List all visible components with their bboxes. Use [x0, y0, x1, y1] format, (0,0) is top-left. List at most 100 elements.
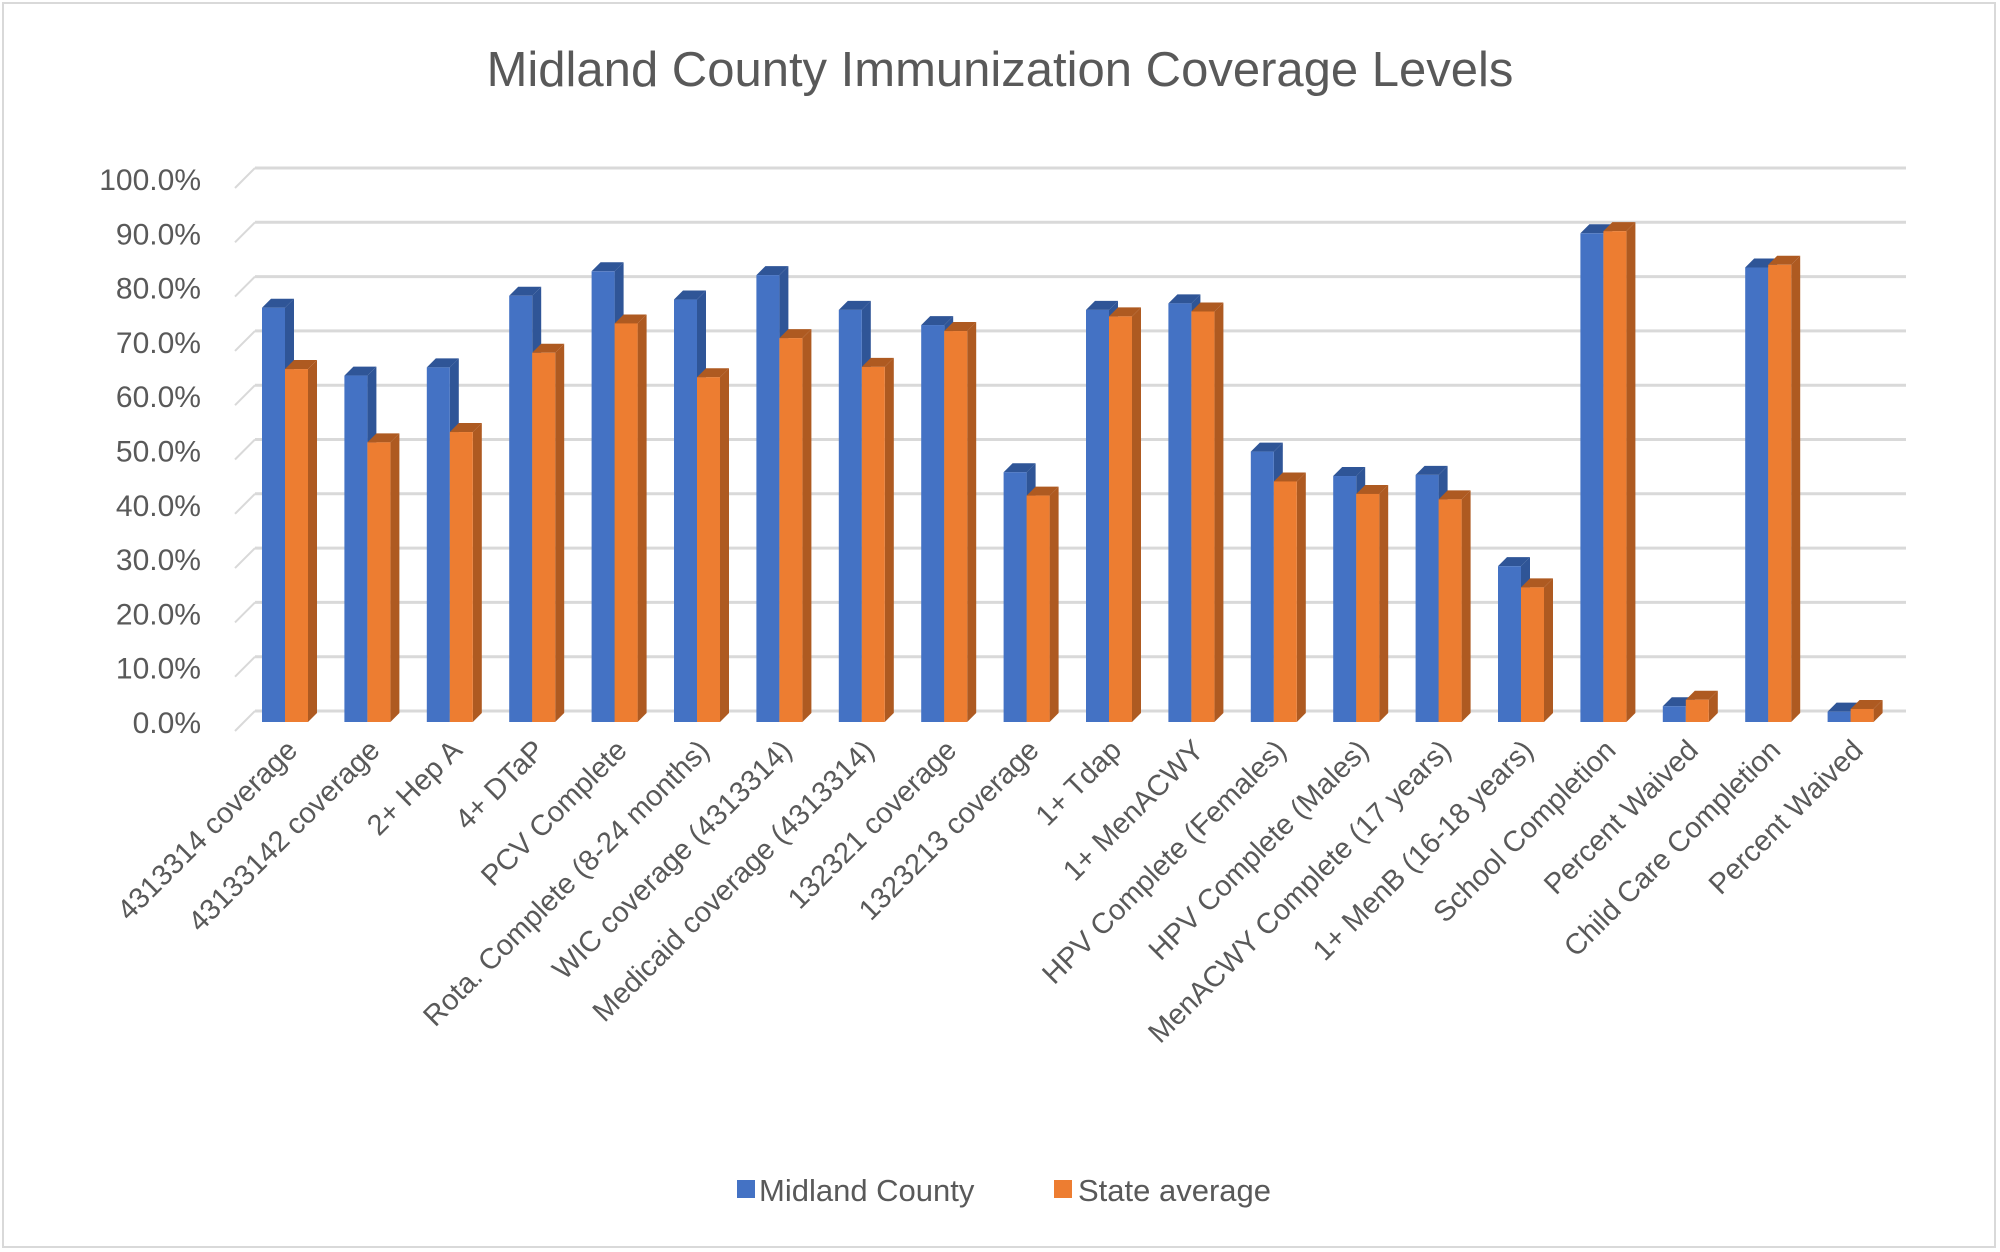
- bar-top: [756, 266, 789, 276]
- bar-top: [509, 286, 542, 296]
- bar-top: [1273, 472, 1306, 482]
- bar-top: [1086, 300, 1118, 310]
- bar-top: [1415, 465, 1448, 475]
- bar-front: [944, 331, 968, 722]
- bar-side: [1296, 472, 1306, 722]
- bar-front: [1521, 587, 1544, 722]
- bar-state: [614, 314, 647, 722]
- bar-state: [285, 360, 317, 722]
- bar-front: [1438, 499, 1462, 722]
- legend-swatch: [737, 1180, 755, 1198]
- legend-label: State average: [1078, 1173, 1271, 1208]
- y-tick-label: 10.0%: [116, 653, 201, 686]
- y-tick-label: 70.0%: [116, 327, 201, 360]
- bar-front: [1250, 451, 1274, 722]
- bar-side: [1626, 222, 1636, 723]
- bar-front: [697, 377, 720, 722]
- bar-front: [1026, 495, 1050, 722]
- bar-top: [614, 314, 647, 324]
- bar-state: [1438, 490, 1471, 722]
- bar-top: [944, 322, 977, 332]
- bar-front: [838, 309, 862, 722]
- bars: [262, 222, 1883, 723]
- bar-top: [1333, 467, 1366, 477]
- bar-side: [1049, 486, 1059, 722]
- bar-front: [861, 366, 885, 722]
- y-tick-label: 60.0%: [116, 381, 201, 414]
- gridline-depth: [234, 384, 256, 406]
- gridline-depth: [234, 547, 256, 569]
- bar-front: [921, 325, 945, 722]
- bar-top: [1438, 490, 1471, 500]
- gridline-depth: [234, 275, 256, 298]
- bar-top: [532, 343, 565, 353]
- bar-front: [344, 375, 368, 722]
- bar-side: [720, 368, 729, 722]
- gridline-depth: [234, 438, 256, 461]
- bar-top: [1191, 302, 1224, 312]
- bar-top: [921, 316, 954, 326]
- y-tick-label: 50.0%: [116, 436, 201, 469]
- bar-top: [449, 423, 482, 433]
- bar-front: [1685, 699, 1709, 722]
- bar-state: [1603, 222, 1636, 723]
- bar-front: [449, 432, 473, 722]
- bar-side: [308, 360, 317, 722]
- bar-side: [1873, 699, 1883, 722]
- bar-front: [1356, 493, 1380, 722]
- bar-front: [614, 323, 638, 722]
- bar-front: [1603, 231, 1627, 723]
- bar-front: [1850, 708, 1874, 722]
- bar-top: [1356, 484, 1389, 494]
- legend: Midland County State average: [737, 1173, 1271, 1208]
- bar-top: [1109, 307, 1141, 317]
- bar-state: [1768, 255, 1801, 722]
- bar-state: [532, 343, 565, 722]
- gridline-depth: [234, 493, 256, 515]
- bar-front: [591, 271, 615, 722]
- legend-swatch: [1054, 1180, 1072, 1198]
- y-tick-label: 0.0%: [133, 707, 201, 740]
- bar-top: [1850, 699, 1883, 709]
- gridline-depth: [234, 655, 256, 678]
- bar-front: [1827, 711, 1851, 722]
- bar-side: [802, 329, 812, 722]
- x-tick-label: Percent Waived: [1538, 734, 1705, 901]
- bar-state: [944, 322, 977, 722]
- bar-state: [1026, 486, 1059, 722]
- bar-side: [1544, 578, 1553, 722]
- bar-front: [1415, 474, 1439, 722]
- bar-top: [674, 290, 706, 300]
- bar-top: [861, 357, 894, 367]
- legend-item: State average: [1054, 1173, 1271, 1208]
- y-tick-label: 40.0%: [116, 490, 201, 523]
- bar-top: [1498, 557, 1530, 567]
- bar-top: [262, 298, 294, 308]
- gridline-depth: [234, 221, 256, 244]
- bar-front: [674, 299, 697, 722]
- bar-front: [1003, 472, 1027, 722]
- bar-state: [697, 368, 729, 722]
- bar-state: [861, 357, 894, 722]
- bar-front: [1498, 566, 1521, 722]
- bar-side: [472, 423, 482, 722]
- bar-state: [1191, 302, 1224, 722]
- bar-side: [1708, 690, 1718, 722]
- bar-top: [285, 360, 317, 370]
- y-tick-label: 90.0%: [116, 218, 201, 251]
- bar-side: [390, 433, 400, 722]
- bar-side: [555, 343, 565, 722]
- bar-top: [1521, 578, 1553, 588]
- bar-state: [779, 329, 812, 722]
- bar-front: [1191, 311, 1215, 722]
- bar-front: [1662, 706, 1686, 722]
- bar-front: [779, 338, 803, 722]
- bar-state: [1850, 699, 1883, 722]
- bar-front: [509, 295, 533, 722]
- bar-side: [967, 322, 977, 722]
- bar-front: [367, 442, 391, 722]
- bar-state: [1273, 472, 1306, 722]
- bar-top: [1168, 294, 1201, 304]
- bar-front: [532, 352, 556, 722]
